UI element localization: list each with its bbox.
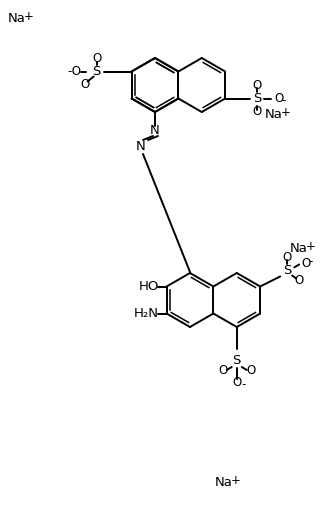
- Text: +: +: [306, 239, 316, 252]
- Text: O: O: [218, 365, 227, 378]
- Text: O: O: [274, 92, 283, 105]
- Text: O: O: [295, 274, 304, 287]
- Text: O: O: [301, 257, 310, 270]
- Text: N: N: [136, 140, 146, 154]
- Text: O: O: [253, 79, 262, 92]
- Text: S: S: [253, 92, 261, 105]
- Text: S: S: [283, 264, 291, 277]
- Text: Na: Na: [265, 109, 283, 122]
- Text: +: +: [231, 475, 241, 487]
- Text: O: O: [80, 78, 89, 91]
- Text: O: O: [232, 377, 241, 389]
- Text: -: -: [281, 94, 285, 107]
- Text: -: -: [242, 379, 246, 391]
- Text: O: O: [282, 251, 292, 264]
- Text: S: S: [92, 65, 101, 78]
- Text: O: O: [92, 52, 101, 65]
- Text: S: S: [233, 355, 241, 368]
- Text: N: N: [150, 124, 160, 136]
- Text: +: +: [281, 107, 291, 120]
- Text: HO: HO: [138, 280, 159, 293]
- Text: -: -: [308, 255, 313, 268]
- Text: -O: -O: [68, 65, 82, 78]
- Text: +: +: [24, 10, 34, 23]
- Text: O: O: [253, 105, 262, 118]
- Text: Na: Na: [8, 12, 26, 25]
- Text: O: O: [246, 365, 256, 378]
- Text: Na: Na: [215, 477, 233, 489]
- Text: H₂N: H₂N: [134, 307, 159, 320]
- Text: Na: Na: [290, 241, 308, 255]
